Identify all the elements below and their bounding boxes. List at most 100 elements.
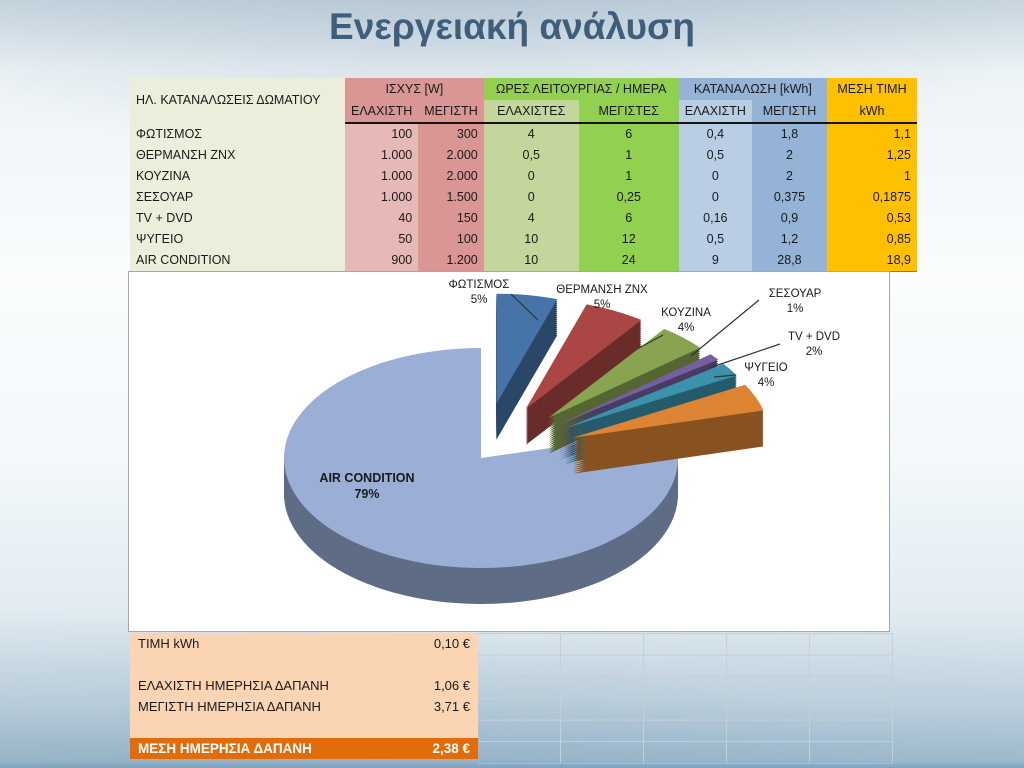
row-label: ΨΥΓΕΙΟ	[130, 229, 345, 250]
mean-unit-header: kWh	[826, 100, 917, 124]
cell: 1,25	[826, 145, 917, 166]
cell: 0	[678, 187, 752, 208]
pie-label-air-condition: AIR CONDITION 79%	[319, 471, 415, 501]
cell: 12	[578, 229, 679, 250]
table-row: ΨΥΓΕΙΟ 50 100 10 12 0,5 1,2 0,85	[130, 229, 917, 250]
cell: 0,5	[678, 145, 752, 166]
cell: 1.200	[418, 250, 484, 272]
cell: 100	[345, 123, 419, 145]
cell: 1.000	[345, 145, 419, 166]
pie-callout-psygeio: ΨΥΓΕΙΟ 4%	[744, 362, 788, 389]
power-max-header: ΜΕΓΙΣΤΗ	[418, 100, 484, 124]
cell: 2	[751, 145, 827, 166]
power-group-header: ΙΣΧΥΣ [W]	[345, 78, 484, 100]
cell: 0,16	[678, 208, 752, 229]
cost-row: ΜΕΓΙΣΤΗ ΗΜΕΡΗΣΙΑ ΔΑΠΑΝΗ 3,71 €	[130, 696, 478, 717]
cell: 2.000	[418, 166, 484, 187]
table-row: TV + DVD 40 150 4 6 0,16 0,9 0,53	[130, 208, 917, 229]
table-row: ΘΕΡΜΑΝΣΗ ΖΝΧ 1.000 2.000 0,5 1 0,5 2 1,2…	[130, 145, 917, 166]
cost-label: ΜΕΣΗ ΗΜΕΡΗΣΙΑ ΔΑΠΑΝΗ	[130, 738, 393, 759]
cost-value: 1,06 €	[393, 675, 478, 696]
cell: 0	[483, 187, 579, 208]
cell: 0	[678, 166, 752, 187]
pie-callout-sesouar: ΣΕΣΟΥΑΡ 1%	[768, 288, 822, 315]
pie-callout-tv-dvd: TV + DVD 2%	[787, 331, 841, 358]
cell: 0	[483, 166, 579, 187]
table-row: ΚΟΥΖΙΝΑ 1.000 2.000 0 1 0 2 1	[130, 166, 917, 187]
table-row: AIR CONDITION 900 1.200 10 24 9 28,8 18,…	[130, 250, 917, 272]
consumption-table: ΗΛ. ΚΑΤΑΝΑΛΩΣΕΙΣ ΔΩΜΑΤΙΟΥ ΙΣΧΥΣ [W] ΩΡΕΣ…	[130, 78, 917, 272]
table-header-row-sub: ΕΛΑΧΙΣΤΗ ΜΕΓΙΣΤΗ ΕΛΑΧΙΣΤΕΣ ΜΕΓΙΣΤΕΣ ΕΛΑΧ…	[130, 100, 917, 124]
cell: 0,1875	[826, 187, 917, 208]
row-label: TV + DVD	[130, 208, 345, 229]
cost-row: ΤΙΜΗ kWh 0,10 €	[130, 633, 478, 654]
cell: 28,8	[751, 250, 827, 272]
cost-summary-table: ΤΙΜΗ kWh 0,10 € ΕΛΑΧΙΣΤΗ ΗΜΕΡΗΣΙΑ ΔΑΠΑΝΗ…	[130, 633, 478, 759]
cell: 1.500	[418, 187, 484, 208]
cell: 10	[483, 229, 579, 250]
cost-label: ΤΙΜΗ kWh	[130, 633, 393, 654]
cell: 0,4	[678, 123, 752, 145]
cell: 1.000	[345, 166, 419, 187]
cell: 150	[418, 208, 484, 229]
hours-group-header: ΩΡΕΣ ΛΕΙΤΟΥΡΓΙΑΣ / ΗΜΕΡΑ	[483, 78, 679, 100]
cell: 1,2	[751, 229, 827, 250]
hours-max-header: ΜΕΓΙΣΤΕΣ	[578, 100, 679, 124]
empty-spreadsheet-grid	[478, 633, 893, 764]
cell: 0,53	[826, 208, 917, 229]
cell: 0,85	[826, 229, 917, 250]
pie-callout-kouzina: ΚΟΥΖΙΝΑ 4%	[661, 307, 711, 334]
corner-header-cell: ΗΛ. ΚΑΤΑΝΑΛΩΣΕΙΣ ΔΩΜΑΤΙΟΥ	[130, 78, 345, 123]
pie-chart-area: ΦΩΤΙΣΜΟΣ 5% ΘΕΡΜΑΝΣΗ ΖΝΧ 5% ΚΟΥΖΙΝΑ 4% Σ…	[128, 271, 890, 632]
cell: 4	[483, 208, 579, 229]
cell: 0,25	[578, 187, 679, 208]
cell: 18,9	[826, 250, 917, 272]
cell: 0,375	[751, 187, 827, 208]
cell: 1.000	[345, 187, 419, 208]
cost-label: ΕΛΑΧΙΣΤΗ ΗΜΕΡΗΣΙΑ ΔΑΠΑΝΗ	[130, 675, 393, 696]
cons-max-header: ΜΕΓΙΣΤΗ	[751, 100, 827, 124]
cell: 40	[345, 208, 419, 229]
cost-value: 3,71 €	[393, 696, 478, 717]
cell: 2.000	[418, 145, 484, 166]
cell: 0,9	[751, 208, 827, 229]
table-row: ΣΕΣΟΥΑΡ 1.000 1.500 0 0,25 0 0,375 0,187…	[130, 187, 917, 208]
pie-callout-thermansi: ΘΕΡΜΑΝΣΗ ΖΝΧ 5%	[556, 284, 648, 311]
cell: 1,8	[751, 123, 827, 145]
cost-value: 0,10 €	[393, 633, 478, 654]
cost-label: ΜΕΓΙΣΤΗ ΗΜΕΡΗΣΙΑ ΔΑΠΑΝΗ	[130, 696, 393, 717]
row-label: ΣΕΣΟΥΑΡ	[130, 187, 345, 208]
cost-row-highlight: ΜΕΣΗ ΗΜΕΡΗΣΙΑ ΔΑΠΑΝΗ 2,38 €	[130, 738, 478, 759]
slide-title: Ενεργειακή ανάλυση	[329, 6, 695, 47]
cell: 24	[578, 250, 679, 272]
cell: 900	[345, 250, 419, 272]
cons-min-header: ΕΛΑΧΙΣΤΗ	[678, 100, 752, 124]
cell: 9	[678, 250, 752, 272]
consumption-group-header: ΚΑΤΑΝΑΛΩΣΗ [kWh]	[678, 78, 827, 100]
power-min-header: ΕΛΑΧΙΣΤΗ	[345, 100, 419, 124]
cell: 6	[578, 208, 679, 229]
cost-row-empty	[130, 717, 478, 738]
cell: 0,5	[678, 229, 752, 250]
cost-row: ΕΛΑΧΙΣΤΗ ΗΜΕΡΗΣΙΑ ΔΑΠΑΝΗ 1,06 €	[130, 675, 478, 696]
cost-label	[130, 717, 393, 738]
row-label: AIR CONDITION	[130, 250, 345, 272]
cost-value	[393, 717, 478, 738]
cell: 6	[578, 123, 679, 145]
row-label: ΚΟΥΖΙΝΑ	[130, 166, 345, 187]
cell: 1	[578, 145, 679, 166]
cell: 50	[345, 229, 419, 250]
pie-chart	[284, 293, 781, 604]
cell: 1,1	[826, 123, 917, 145]
cost-value: 2,38 €	[393, 738, 478, 759]
cell: 300	[418, 123, 484, 145]
cell: 1	[578, 166, 679, 187]
cell: 2	[751, 166, 827, 187]
row-label: ΘΕΡΜΑΝΣΗ ΖΝΧ	[130, 145, 345, 166]
cost-label	[130, 654, 393, 675]
cell: 1	[826, 166, 917, 187]
cell: 100	[418, 229, 484, 250]
cell: 4	[483, 123, 579, 145]
mean-group-header: ΜΕΣΗ ΤΙΜΗ	[826, 78, 917, 100]
